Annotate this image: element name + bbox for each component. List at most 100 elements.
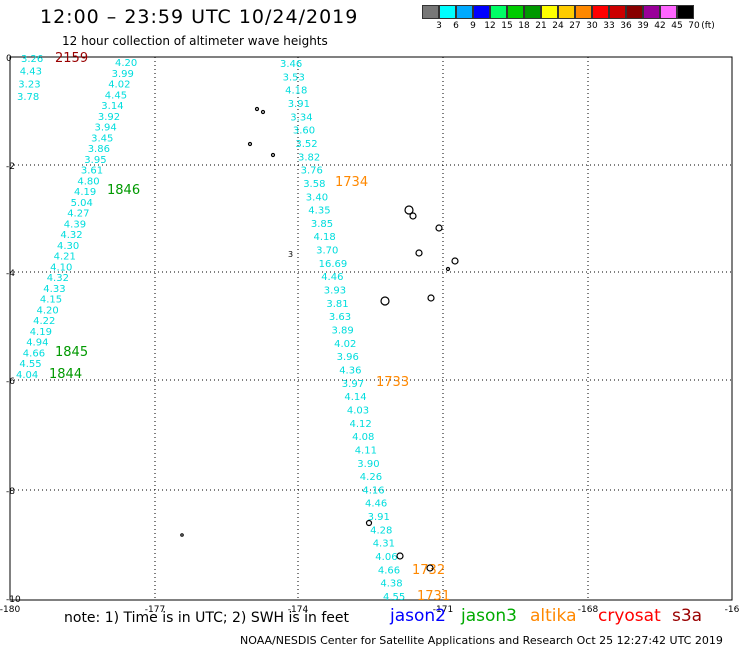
scale-swatch [626, 5, 643, 19]
satellite-s3a: s3a [672, 606, 703, 626]
island-outline [426, 564, 434, 572]
scale-label: 36 [620, 21, 632, 31]
scale-swatch [439, 5, 456, 19]
scale-swatch [643, 5, 660, 19]
scale-swatch [524, 5, 541, 19]
scale-swatch [660, 5, 677, 19]
wave-height-label: 3.89 [332, 326, 354, 337]
wave-height-label: 3.82 [298, 152, 320, 163]
wave-height-label: 4.32 [47, 273, 69, 284]
map-frame [9, 56, 733, 601]
wave-height-label: 4.35 [308, 206, 330, 217]
island-outline [270, 152, 276, 158]
wave-height-label: 3.61 [81, 166, 103, 177]
wave-height-label: 4.10 [50, 262, 72, 273]
scale-swatch [609, 5, 626, 19]
wave-height-label: 4.36 [339, 366, 361, 377]
wave-height-label: 4.32 [60, 230, 82, 241]
wave-height-label: 3.53 [283, 72, 305, 83]
island-outline [415, 249, 423, 257]
lon-tick-label: -177 [145, 605, 165, 615]
wave-height-label: 4.20 [115, 58, 137, 69]
wave-height-label: 16.69 [319, 259, 348, 270]
wave-height-label: 4.19 [30, 327, 52, 338]
wave-height-label: 4.43 [20, 67, 42, 78]
island-outline [435, 224, 443, 232]
wave-height-label: 4.26 [360, 472, 382, 483]
scale-swatch [575, 5, 592, 19]
wave-height-label: 3.45 [91, 133, 113, 144]
scale-swatch [558, 5, 575, 19]
wave-height-label: 3.63 [329, 312, 351, 323]
lat-tick-label: -4 [6, 269, 15, 279]
wave-height-label: 4.39 [64, 219, 86, 230]
lon-tick-label: -171 [433, 605, 453, 615]
wave-height-label: 3.23 [18, 79, 40, 90]
wave-height-label: 3.76 [301, 166, 323, 177]
wave-height-label: 4.30 [57, 241, 79, 252]
wave-height-label: 4.06 [375, 552, 397, 563]
page-title: 12:00 – 23:59 UTC 10/24/2019 [40, 6, 359, 28]
wave-height-label: 4.12 [350, 419, 372, 430]
wave-height-label: 4.21 [54, 252, 76, 263]
wave-height-label: 4.46 [321, 272, 343, 283]
footer-note: note: 1) Time is in UTC; 2) SWH is in fe… [64, 610, 350, 626]
wave-height-label: 3.26 [21, 54, 43, 65]
wave-height-label: 3.96 [337, 352, 359, 363]
island-outline [409, 212, 417, 220]
wave-height-label: 3.14 [101, 101, 123, 112]
wave-height-label: 3.97 [342, 379, 364, 390]
island-outline [380, 296, 390, 306]
island-outline [254, 106, 260, 112]
scale-label: 45 [671, 21, 683, 31]
wave-height-label: 3.91 [288, 99, 310, 110]
lat-tick-label: -2 [6, 162, 15, 172]
wave-height-label: 4.27 [67, 209, 89, 220]
island-outline [396, 552, 404, 560]
scale-swatch [490, 5, 507, 19]
island-outline [427, 294, 435, 302]
wave-height-label: 4.66 [23, 349, 45, 360]
lat-tick-label: 0 [6, 54, 12, 64]
island-outline [260, 109, 266, 115]
wave-height-label: 3.52 [295, 139, 317, 150]
wave-height-label: 3.94 [95, 123, 117, 134]
wave-height-label: 3.91 [368, 512, 390, 523]
pass-time-label: 1846 [107, 183, 140, 198]
lat-tick-label: -10 [6, 595, 21, 605]
wave-height-label: 3.85 [311, 219, 333, 230]
scale-label: 70 [688, 21, 700, 31]
wave-height-label: 4.22 [33, 316, 55, 327]
scale-label: 42 [654, 21, 666, 31]
pass-time-label: 1733 [376, 375, 409, 390]
wave-height-label: 3.40 [306, 192, 328, 203]
wave-height-label: 3.90 [357, 459, 379, 470]
wave-height-label: 3.81 [326, 299, 348, 310]
wave-height-label: 4.66 [378, 565, 400, 576]
island-outline [247, 141, 253, 147]
wave-height-label: 4.04 [16, 370, 38, 381]
scale-label: 33 [603, 21, 615, 31]
wave-height-label: 3.70 [316, 246, 338, 257]
wave-height-label: 3.99 [112, 69, 134, 80]
wave-height-label: 3.78 [17, 92, 39, 103]
wave-height-label: 4.45 [105, 90, 127, 101]
wave-height-label: 4.94 [26, 338, 48, 349]
wave-height-label: 4.18 [285, 86, 307, 97]
pass-time-label: 1734 [335, 175, 368, 190]
wave-height-label: 4.55 [19, 359, 41, 370]
pass-time-label: 1731 [417, 589, 450, 604]
island-outline [365, 519, 373, 527]
pass-time-label: 1844 [49, 367, 82, 382]
wave-height-label: 4.31 [373, 539, 395, 550]
scale-label: 24 [552, 21, 564, 31]
lon-tick-label: -16 [725, 605, 740, 615]
island-outline [404, 205, 414, 215]
scale-swatch [677, 5, 694, 19]
scale-label: 27 [569, 21, 581, 31]
scale-label: 3 [436, 21, 442, 31]
island-outline [451, 257, 459, 265]
satellite-jason2: jason2 [390, 606, 446, 626]
satellite-cryosat: cryosat [598, 606, 661, 626]
color-scale-legend [422, 5, 694, 19]
